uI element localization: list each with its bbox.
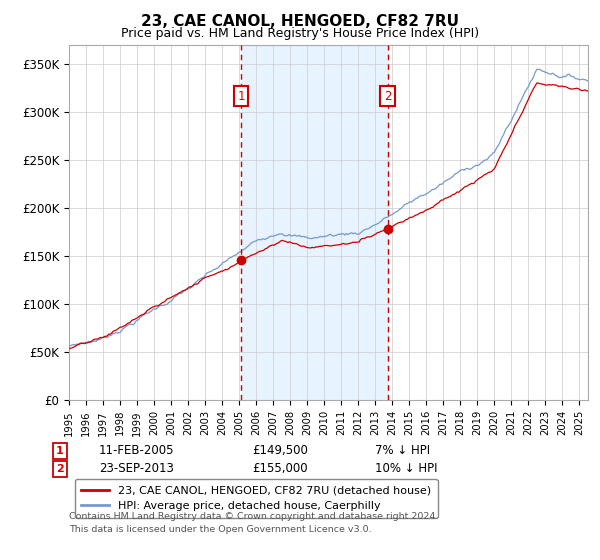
Text: Contains HM Land Registry data © Crown copyright and database right 2024.: Contains HM Land Registry data © Crown c… <box>69 512 439 521</box>
Text: 10% ↓ HPI: 10% ↓ HPI <box>375 462 437 475</box>
Text: 23-SEP-2013: 23-SEP-2013 <box>99 462 174 475</box>
Text: 11-FEB-2005: 11-FEB-2005 <box>99 444 175 458</box>
Text: Price paid vs. HM Land Registry's House Price Index (HPI): Price paid vs. HM Land Registry's House … <box>121 27 479 40</box>
Text: 2: 2 <box>384 90 391 103</box>
Text: £155,000: £155,000 <box>252 462 308 475</box>
Text: 1: 1 <box>56 446 64 456</box>
Text: This data is licensed under the Open Government Licence v3.0.: This data is licensed under the Open Gov… <box>69 525 371 534</box>
Text: £149,500: £149,500 <box>252 444 308 458</box>
Legend: 23, CAE CANOL, HENGOED, CF82 7RU (detached house), HPI: Average price, detached : 23, CAE CANOL, HENGOED, CF82 7RU (detach… <box>74 479 437 518</box>
Text: 1: 1 <box>238 90 245 103</box>
Text: 7% ↓ HPI: 7% ↓ HPI <box>375 444 430 458</box>
Text: 2: 2 <box>56 464 64 474</box>
Text: 23, CAE CANOL, HENGOED, CF82 7RU: 23, CAE CANOL, HENGOED, CF82 7RU <box>141 14 459 29</box>
